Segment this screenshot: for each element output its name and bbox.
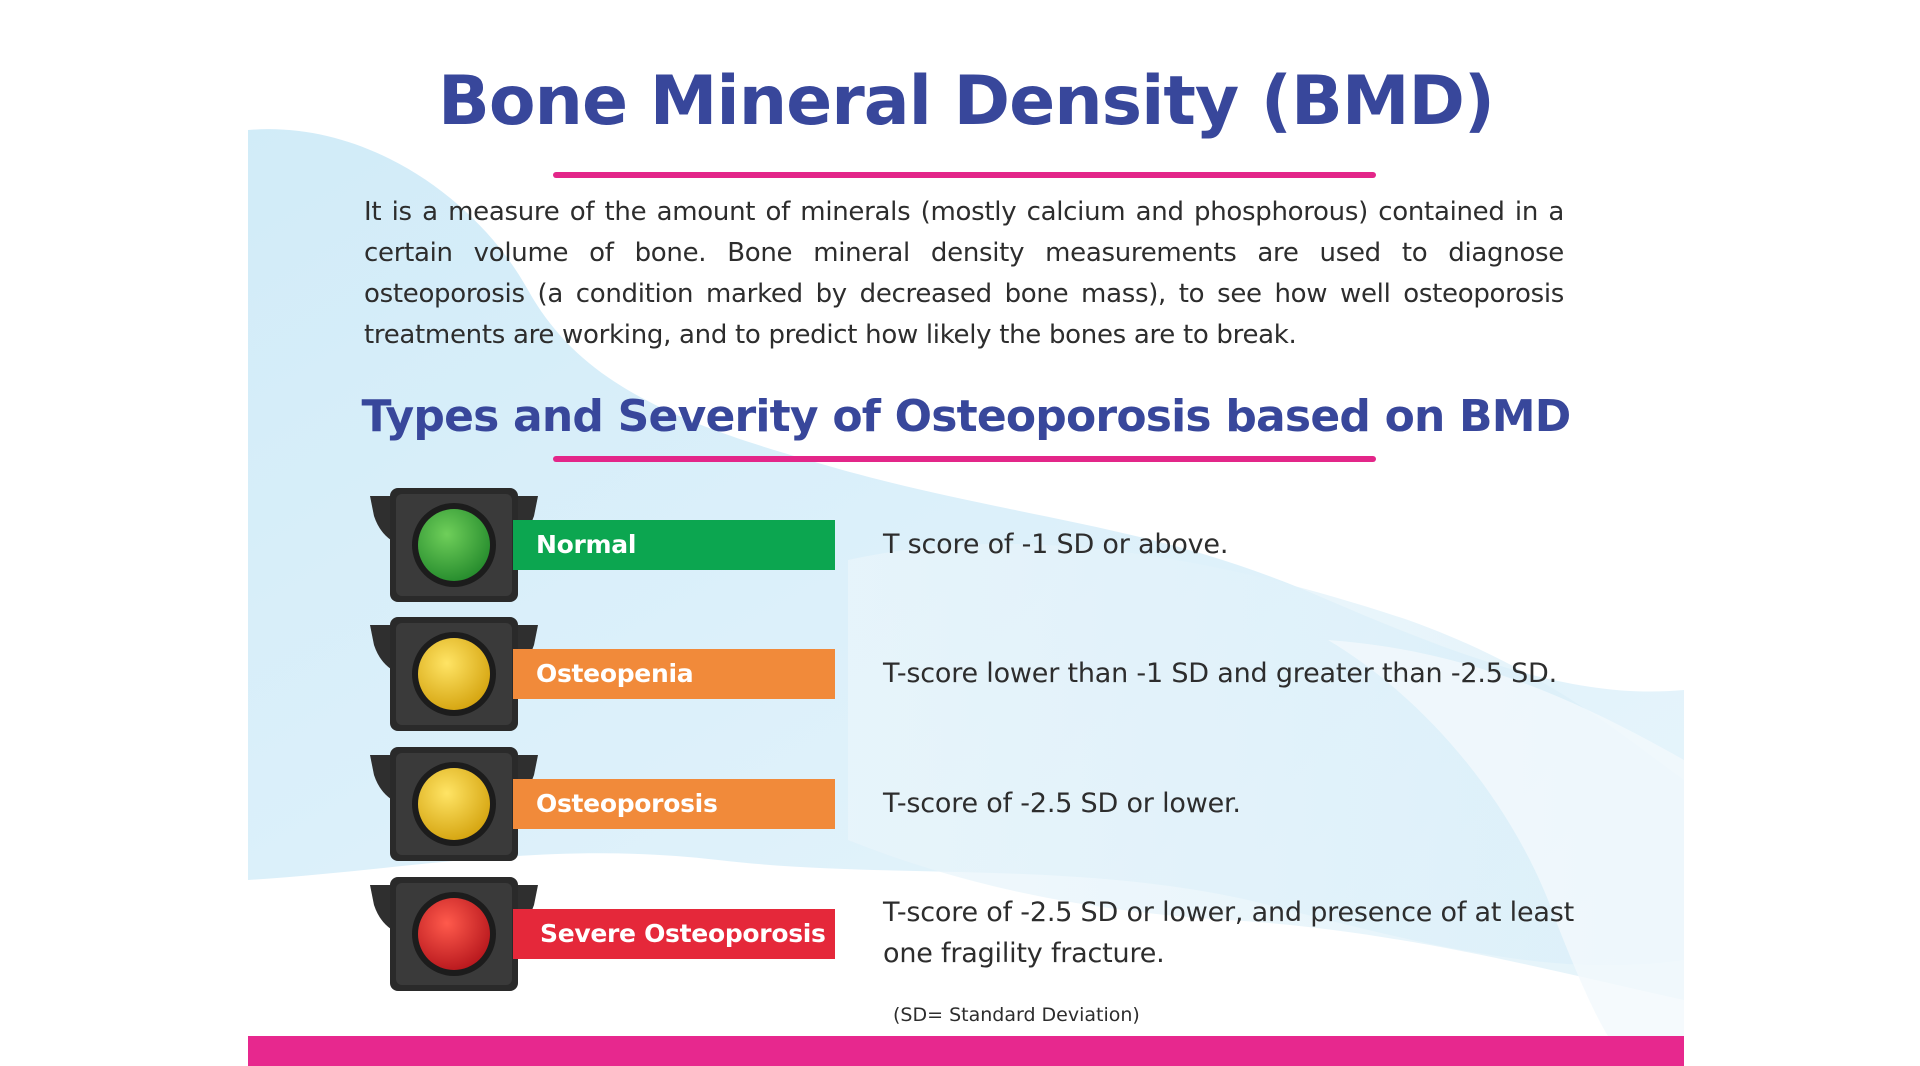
level-description-severe-osteoporosis: T-score of -2.5 SD or lower, and presenc… (883, 897, 1574, 969)
level-label-osteoporosis: Osteoporosis (513, 779, 835, 829)
severity-row-osteopenia: Osteopenia T-score lower than -1 SD and … (248, 615, 1684, 735)
traffic-light-red-icon (370, 877, 538, 991)
level-label-osteopenia: Osteopenia (513, 649, 835, 699)
infographic-slide: Bone Mineral Density (BMD) It is a measu… (248, 0, 1684, 1066)
traffic-light-yellow-icon (370, 617, 538, 731)
severity-row-normal: Normal T score of -1 SD or above. (248, 486, 1684, 606)
level-description-normal: T score of -1 SD or above. (883, 529, 1229, 560)
footnote: (SD= Standard Deviation) (893, 1004, 1140, 1026)
bottom-accent-bar (248, 1036, 1684, 1066)
subtitle-underline (553, 456, 1376, 462)
level-label-severe-osteoporosis: Severe Osteoporosis (513, 909, 835, 959)
level-description-osteopenia: T-score lower than -1 SD and greater tha… (883, 658, 1558, 689)
title-underline (553, 172, 1376, 178)
traffic-light-green-icon (370, 488, 538, 602)
background-waves (248, 129, 1684, 1036)
level-description-osteoporosis: T-score of -2.5 SD or lower. (883, 788, 1241, 819)
page-title: Bone Mineral Density (BMD) (437, 62, 1495, 141)
intro-paragraph: It is a measure of the amount of mineral… (364, 197, 1564, 350)
section-subtitle: Types and Severity of Osteoporosis based… (361, 391, 1572, 442)
severity-row-osteoporosis: Osteoporosis T-score of -2.5 SD or lower… (248, 745, 1684, 865)
severity-row-severe-osteoporosis: Severe Osteoporosis T-score of -2.5 SD o… (248, 875, 1684, 995)
traffic-light-yellow-icon (370, 747, 538, 861)
level-label-normal: Normal (513, 520, 835, 570)
